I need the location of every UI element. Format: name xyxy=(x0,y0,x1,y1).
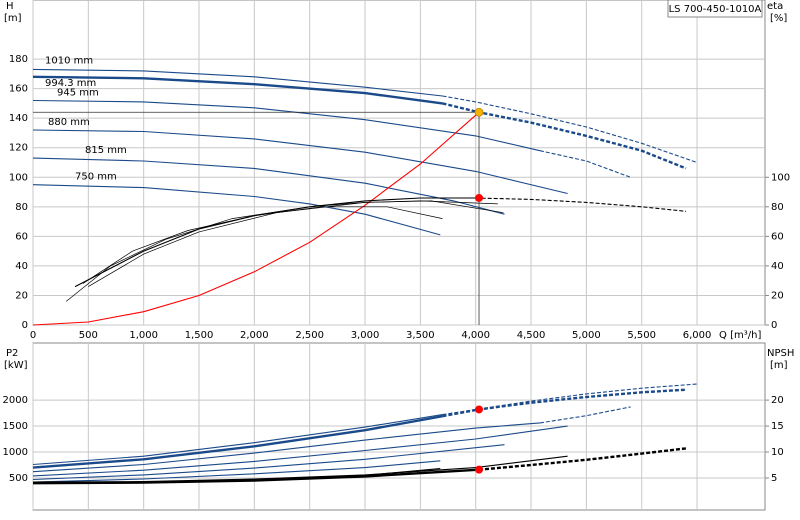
curve xyxy=(32,444,505,481)
curve xyxy=(442,383,698,416)
x-tick-label: 500 xyxy=(79,330,98,341)
curve xyxy=(65,200,498,302)
curve xyxy=(32,460,441,483)
curve xyxy=(32,425,568,477)
curve xyxy=(82,206,443,284)
y-tick-label: 1500 xyxy=(3,421,28,432)
x-tick-label: 1,500 xyxy=(185,330,214,341)
y2-tick-label: 40 xyxy=(771,261,784,272)
y-tick-label: 160 xyxy=(9,84,28,95)
curve-label: 750 mm xyxy=(75,172,117,183)
curve xyxy=(32,111,480,326)
curve xyxy=(32,157,505,215)
y2-tick-label: 80 xyxy=(771,202,784,213)
curve xyxy=(32,184,441,236)
duty-point xyxy=(475,193,484,202)
x-tick-label: 3,000 xyxy=(351,330,380,341)
y-tick-label: 40 xyxy=(15,261,28,272)
curve xyxy=(32,68,443,97)
curve-label: 815 mm xyxy=(85,145,127,156)
curve xyxy=(32,422,540,473)
y-axis-label: H xyxy=(6,1,14,12)
curve-label: 994.3 mm xyxy=(45,78,96,89)
curve xyxy=(539,406,631,424)
y2-axis-unit: [%] xyxy=(770,13,787,24)
y-tick-label: 100 xyxy=(9,172,28,183)
y-tick-label: 1000 xyxy=(3,447,28,458)
x-tick-label: 4,000 xyxy=(461,330,490,341)
y2-tick-label: 5 xyxy=(771,473,777,484)
x-tick-label: 2,500 xyxy=(295,330,324,341)
x-tick-label: 1,000 xyxy=(129,330,158,341)
y2-axis-unit: [m] xyxy=(770,360,788,371)
y-axis-unit: [m] xyxy=(4,13,22,24)
duty-point xyxy=(474,107,484,117)
curve xyxy=(442,102,687,170)
x-tick-label: 4,500 xyxy=(517,330,546,341)
y2-tick-label: 0 xyxy=(771,320,777,331)
chart-title: LS 700-450-1010A xyxy=(669,4,762,15)
title-box xyxy=(667,0,763,18)
curve xyxy=(475,197,687,212)
curve-label: 880 mm xyxy=(48,117,90,128)
y-tick-label: 2000 xyxy=(3,395,28,406)
curve xyxy=(74,197,476,288)
y2-axis-label: NPSH xyxy=(767,348,794,359)
x-tick-label: 0 xyxy=(30,330,36,341)
x-axis-label: Q [m³/h] xyxy=(719,330,761,341)
curve xyxy=(32,99,541,152)
y-tick-label: 0 xyxy=(22,320,28,331)
y2-tick-label: 60 xyxy=(771,231,784,242)
curve xyxy=(539,150,631,178)
curve xyxy=(88,200,504,287)
y2-axis-label: eta xyxy=(767,1,783,12)
curve xyxy=(442,95,698,164)
y-tick-label: 80 xyxy=(15,202,28,213)
y2-tick-label: 10 xyxy=(771,447,784,458)
curve xyxy=(32,415,443,469)
y2-tick-label: 20 xyxy=(771,395,784,406)
x-tick-label: 3,500 xyxy=(406,330,435,341)
x-tick-label: 6,000 xyxy=(683,330,712,341)
y2-tick-label: 100 xyxy=(771,172,790,183)
plot-frame xyxy=(32,0,766,326)
curve xyxy=(32,468,441,484)
x-tick-label: 2,000 xyxy=(240,330,269,341)
y2-tick-label: 15 xyxy=(771,421,784,432)
y-tick-label: 20 xyxy=(15,290,28,301)
y-tick-label: 120 xyxy=(9,143,28,154)
curve xyxy=(442,388,687,418)
y-tick-label: 180 xyxy=(9,54,28,65)
curve xyxy=(32,129,568,195)
y-tick-label: 60 xyxy=(15,231,28,242)
curve-label: 1010 mm xyxy=(45,55,93,66)
duty-point xyxy=(475,405,484,414)
curve-label: 945 mm xyxy=(57,87,99,98)
curve xyxy=(32,75,443,105)
y-axis-label: P2 xyxy=(6,348,18,359)
y-axis-unit: [kW] xyxy=(4,360,28,371)
y2-tick-label: 20 xyxy=(771,290,784,301)
duty-point xyxy=(475,465,484,474)
x-tick-label: 5,500 xyxy=(627,330,656,341)
y-tick-label: 500 xyxy=(9,473,28,484)
plot-layer: 0 500 1,000 1,500 2,000 2,500 3,000 3,500 4,000 4… xyxy=(3,0,794,511)
curve xyxy=(32,414,443,466)
y-tick-label: 140 xyxy=(9,113,28,124)
x-tick-label: 5,000 xyxy=(572,330,601,341)
